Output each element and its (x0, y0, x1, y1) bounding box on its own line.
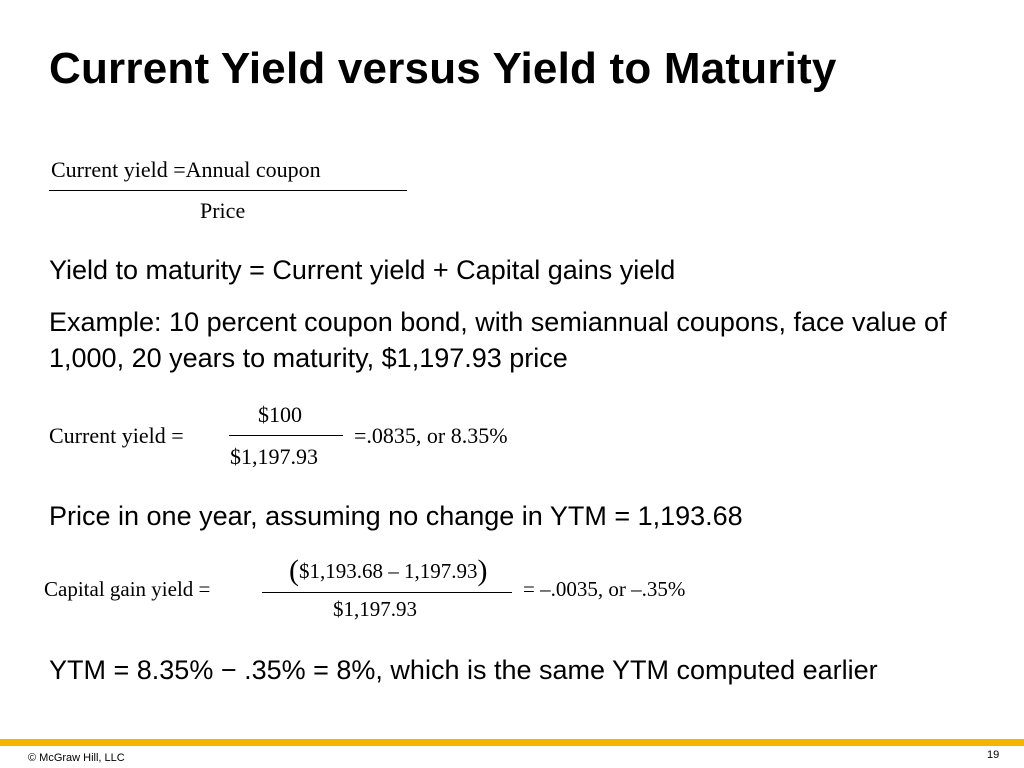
current-yield-result: =.0835, or 8.35% (354, 423, 508, 448)
copyright-text: © McGraw Hill, LLC (28, 752, 125, 764)
capital-gain-numerator-group: ($1,193.68 – 1,197.93) (289, 552, 488, 587)
current-yield-fraction-line (229, 435, 343, 436)
capital-gain-numerator: $1,193.68 – 1,197.93 (299, 559, 478, 583)
capital-gain-fraction-line (262, 592, 512, 593)
current-yield-formula-numerator: Current yield =Annual coupon (51, 157, 321, 182)
ytm-definition: Yield to maturity = Current yield + Capi… (49, 255, 676, 285)
open-paren: ( (289, 554, 299, 587)
slide-title: Current Yield versus Yield to Maturity (49, 44, 837, 93)
capital-gain-denominator: $1,197.93 (333, 597, 417, 621)
capital-gain-result: = –.0035, or –.35% (523, 577, 686, 601)
current-yield-label: Current yield = (49, 423, 184, 448)
ytm-conclusion: YTM = 8.35% − .35% = 8%, which is the sa… (49, 655, 878, 685)
price-next-year: Price in one year, assuming no change in… (49, 501, 743, 531)
close-paren: ) (477, 554, 488, 587)
page-number: 19 (987, 749, 1000, 761)
example-text: Example: 10 percent coupon bond, with se… (49, 307, 947, 373)
footer-accent-bar (0, 739, 1024, 746)
current-yield-denominator: $1,197.93 (230, 444, 318, 469)
capital-gain-label: Capital gain yield = (44, 577, 211, 601)
current-yield-formula-denominator: Price (200, 198, 246, 223)
current-yield-numerator: $100 (258, 402, 302, 427)
formula-fraction-line (49, 190, 407, 191)
